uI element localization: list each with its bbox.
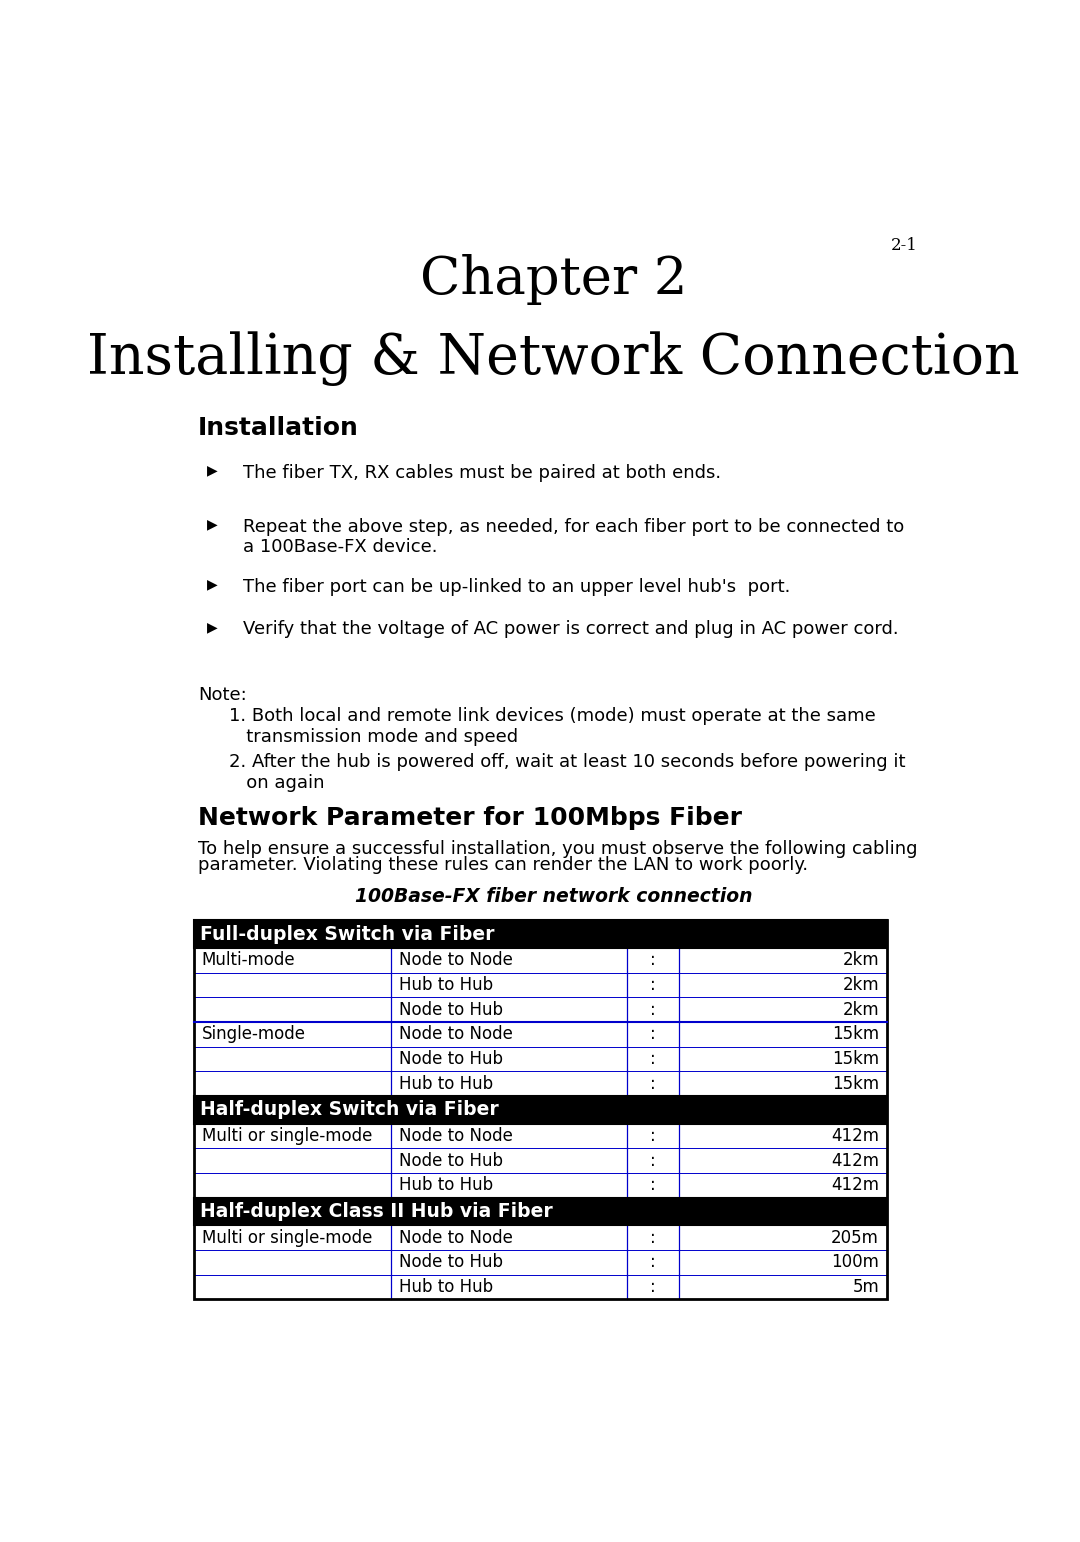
Text: 100m: 100m (832, 1254, 879, 1271)
Text: Node to Node: Node to Node (400, 1127, 513, 1146)
Text: Node to Node: Node to Node (400, 951, 513, 970)
Text: The fiber port can be up-linked to an upper level hub's  port.: The fiber port can be up-linked to an up… (243, 578, 791, 595)
Text: Chapter 2: Chapter 2 (420, 254, 687, 305)
Text: 205m: 205m (832, 1229, 879, 1246)
Text: :: : (650, 1075, 656, 1093)
Text: Hub to Hub: Hub to Hub (400, 976, 494, 995)
Text: Multi-mode: Multi-mode (202, 951, 295, 970)
Text: ▶: ▶ (207, 464, 218, 478)
Text: Multi or single-mode: Multi or single-mode (202, 1229, 372, 1246)
Text: :: : (650, 1152, 656, 1170)
Bar (194, 1173, 887, 1198)
Bar (194, 1251, 887, 1275)
Bar (194, 1149, 887, 1173)
Bar (194, 998, 887, 1022)
Text: 15km: 15km (832, 1075, 879, 1093)
Text: 412m: 412m (831, 1177, 879, 1194)
Text: Half-duplex Switch via Fiber: Half-duplex Switch via Fiber (200, 1101, 499, 1119)
Text: :: : (650, 1001, 656, 1019)
Text: Node to Hub: Node to Hub (400, 1001, 503, 1019)
Text: The fiber TX, RX cables must be paired at both ends.: The fiber TX, RX cables must be paired a… (243, 464, 720, 481)
Bar (194, 1124, 887, 1149)
Text: Single-mode: Single-mode (202, 1025, 306, 1044)
Text: 15km: 15km (832, 1050, 879, 1069)
Text: Node to Node: Node to Node (400, 1025, 513, 1044)
Text: :: : (650, 1025, 656, 1044)
Bar (194, 1275, 887, 1300)
Text: Full-duplex Switch via Fiber: Full-duplex Switch via Fiber (200, 925, 495, 944)
Bar (194, 1096, 887, 1124)
Text: Installing & Network Connection: Installing & Network Connection (87, 332, 1020, 386)
Text: Node to Hub: Node to Hub (400, 1152, 503, 1170)
Text: :: : (650, 1229, 656, 1246)
Bar (194, 1198, 887, 1226)
Text: Half-duplex Class II Hub via Fiber: Half-duplex Class II Hub via Fiber (200, 1201, 553, 1221)
Bar (194, 921, 887, 948)
Text: Multi or single-mode: Multi or single-mode (202, 1127, 372, 1146)
Text: 412m: 412m (831, 1127, 879, 1146)
Text: :: : (650, 1050, 656, 1069)
Text: Note:: Note: (198, 686, 246, 703)
Text: Node to Hub: Node to Hub (400, 1254, 503, 1271)
Text: :: : (650, 1254, 656, 1271)
Text: Installation: Installation (198, 416, 359, 439)
Text: Network Parameter for 100Mbps Fiber: Network Parameter for 100Mbps Fiber (198, 805, 742, 830)
Text: 100Base-FX fiber network connection: 100Base-FX fiber network connection (354, 887, 753, 907)
Text: :: : (650, 1278, 656, 1295)
Text: ▶: ▶ (207, 620, 218, 634)
Text: 2km: 2km (842, 1001, 879, 1019)
Bar (194, 921, 887, 1300)
Text: Node to Hub: Node to Hub (400, 1050, 503, 1069)
Text: 2-1: 2-1 (891, 237, 918, 254)
Text: 2km: 2km (842, 951, 879, 970)
Text: 1. Both local and remote link devices (mode) must operate at the same
   transmi: 1. Both local and remote link devices (m… (229, 708, 876, 746)
Text: 15km: 15km (832, 1025, 879, 1044)
Text: 2km: 2km (842, 976, 879, 995)
Text: 412m: 412m (831, 1152, 879, 1170)
Text: Repeat the above step, as needed, for each fiber port to be connected to
a 100Ba: Repeat the above step, as needed, for ea… (243, 518, 904, 557)
Text: To help ensure a successful installation, you must observe the following cabling: To help ensure a successful installation… (198, 839, 917, 857)
Text: parameter. Violating these rules can render the LAN to work poorly.: parameter. Violating these rules can ren… (198, 856, 808, 874)
Text: :: : (650, 976, 656, 995)
Text: Hub to Hub: Hub to Hub (400, 1177, 494, 1194)
Text: Hub to Hub: Hub to Hub (400, 1278, 494, 1295)
Text: 5m: 5m (852, 1278, 879, 1295)
Text: :: : (650, 1127, 656, 1146)
Text: ▶: ▶ (207, 518, 218, 532)
Bar (194, 1072, 887, 1096)
Text: Verify that the voltage of AC power is correct and plug in AC power cord.: Verify that the voltage of AC power is c… (243, 620, 899, 638)
Text: ▶: ▶ (207, 578, 218, 592)
Bar (194, 948, 887, 973)
Bar (194, 973, 887, 998)
Bar (194, 1226, 887, 1251)
Bar (194, 1047, 887, 1072)
Text: :: : (650, 1177, 656, 1194)
Text: :: : (650, 951, 656, 970)
Text: Hub to Hub: Hub to Hub (400, 1075, 494, 1093)
Text: Node to Node: Node to Node (400, 1229, 513, 1246)
Bar (194, 1022, 887, 1047)
Text: 2. After the hub is powered off, wait at least 10 seconds before powering it
   : 2. After the hub is powered off, wait at… (229, 754, 905, 793)
